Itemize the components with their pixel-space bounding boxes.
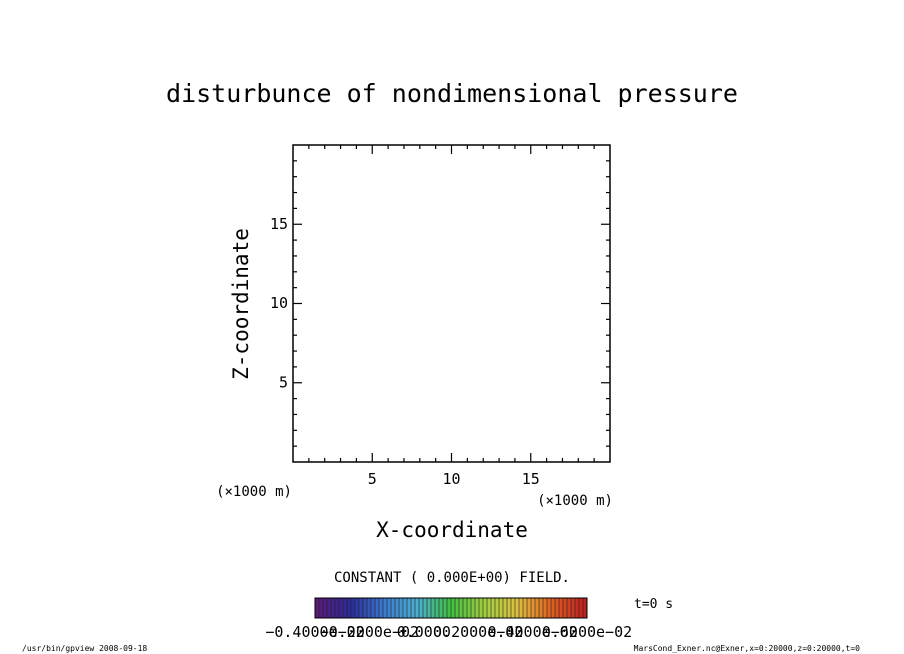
- colorbar-swatch: [403, 598, 407, 618]
- y-tick-label: 15: [270, 215, 288, 233]
- colorbar-swatch: [379, 598, 383, 618]
- colorbar-swatch: [523, 598, 527, 618]
- colorbar-swatch: [459, 598, 463, 618]
- colorbar-swatch: [427, 598, 431, 618]
- colorbar-swatch: [395, 598, 399, 618]
- y-axis-label: Z-coordinate: [229, 228, 253, 380]
- colorbar-swatch: [359, 598, 363, 618]
- colorbar-swatch: [515, 598, 519, 618]
- colorbar-swatch: [539, 598, 543, 618]
- footer-right: MarsCond_Exner.nc@Exner,x=0:20000,z=0:20…: [634, 644, 861, 653]
- colorbar-swatch: [483, 598, 487, 618]
- colorbar-swatch: [331, 598, 335, 618]
- colorbar-swatch: [423, 598, 427, 618]
- colorbar-swatch: [507, 598, 511, 618]
- field-message: CONSTANT ( 0.000E+00) FIELD.: [334, 570, 570, 586]
- chart-title: disturbunce of nondimensional pressure: [166, 79, 738, 108]
- colorbar-tick-label: 0.4000e−02: [487, 623, 577, 641]
- colorbar-swatch: [519, 598, 523, 618]
- colorbar-swatch: [375, 598, 379, 618]
- colorbar-swatch: [583, 598, 587, 618]
- colorbar-swatch: [547, 598, 551, 618]
- time-label: t=0 s: [634, 597, 673, 612]
- colorbar-frame: [314, 597, 588, 619]
- colorbar-swatch: [351, 598, 355, 618]
- colorbar: [314, 598, 587, 618]
- colorbar-swatch: [411, 598, 415, 618]
- colorbar-swatch: [575, 598, 579, 618]
- colorbar-swatch: [399, 598, 403, 618]
- y-tick-label: 10: [270, 294, 288, 312]
- colorbar-swatch: [527, 598, 531, 618]
- plot-frame: [292, 144, 611, 463]
- colorbar-swatch: [435, 598, 439, 618]
- colorbar-swatch: [495, 598, 499, 618]
- colorbar-labels: −0.4000e−02−0.2000e−020.00000.2000e−020.…: [265, 623, 632, 641]
- colorbar-swatch: [371, 598, 375, 618]
- colorbar-swatch: [531, 598, 535, 618]
- colorbar-tick-label: −0.4000e−02: [265, 623, 364, 641]
- y-tick-label: 5: [279, 373, 288, 391]
- colorbar-swatch: [499, 598, 503, 618]
- colorbar-swatch: [479, 598, 483, 618]
- y-axis-unit: (×1000 m): [216, 484, 292, 500]
- colorbar-swatch: [471, 598, 475, 618]
- colorbar-swatch: [443, 598, 447, 618]
- colorbar-swatch: [491, 598, 495, 618]
- colorbar-swatch: [551, 598, 555, 618]
- colorbar-swatch: [455, 598, 459, 618]
- colorbar-swatch: [559, 598, 563, 618]
- colorbar-swatch: [363, 598, 367, 618]
- x-tick-label: 15: [522, 470, 540, 488]
- colorbar-swatch: [355, 598, 359, 618]
- colorbar-swatch: [511, 598, 515, 618]
- colorbar-swatch: [383, 598, 387, 618]
- colorbar-swatch: [579, 598, 583, 618]
- footer-left: /usr/bin/gpview 2008-09-18: [22, 644, 147, 653]
- colorbar-tick-label: 0.0000: [397, 623, 451, 641]
- colorbar-swatch: [335, 598, 339, 618]
- colorbar-swatch: [343, 598, 347, 618]
- colorbar-swatch: [315, 598, 319, 618]
- colorbar-swatch: [339, 598, 343, 618]
- colorbar-tick-label: 0.2000e−02: [433, 623, 523, 641]
- colorbar-swatch: [447, 598, 451, 618]
- colorbar-swatch: [319, 598, 323, 618]
- axis-ticks: [293, 145, 610, 462]
- x-tick-label: 5: [368, 470, 377, 488]
- colorbar-swatch: [367, 598, 371, 618]
- colorbar-tick-label: 0.6000e−02: [542, 623, 632, 641]
- colorbar-swatch: [323, 598, 327, 618]
- colorbar-swatch: [543, 598, 547, 618]
- colorbar-swatch: [535, 598, 539, 618]
- colorbar-swatch: [475, 598, 479, 618]
- colorbar-swatch: [503, 598, 507, 618]
- colorbar-swatch: [391, 598, 395, 618]
- colorbar-swatch: [487, 598, 491, 618]
- x-tick-label: 10: [442, 470, 460, 488]
- x-axis-unit: (×1000 m): [537, 493, 613, 509]
- colorbar-tick-label: −0.2000e−02: [320, 623, 419, 641]
- colorbar-swatch: [563, 598, 567, 618]
- x-axis-label: X-coordinate: [376, 518, 528, 542]
- colorbar-swatch: [347, 598, 351, 618]
- colorbar-swatch: [387, 598, 391, 618]
- colorbar-swatch: [407, 598, 411, 618]
- colorbar-swatch: [415, 598, 419, 618]
- colorbar-swatch: [555, 598, 559, 618]
- colorbar-swatch: [567, 598, 571, 618]
- colorbar-swatch: [467, 598, 471, 618]
- colorbar-swatch: [571, 598, 575, 618]
- colorbar-swatch: [451, 598, 455, 618]
- colorbar-swatch: [463, 598, 467, 618]
- colorbar-swatch: [439, 598, 443, 618]
- colorbar-swatch: [419, 598, 423, 618]
- colorbar-swatch: [327, 598, 331, 618]
- colorbar-swatch: [431, 598, 435, 618]
